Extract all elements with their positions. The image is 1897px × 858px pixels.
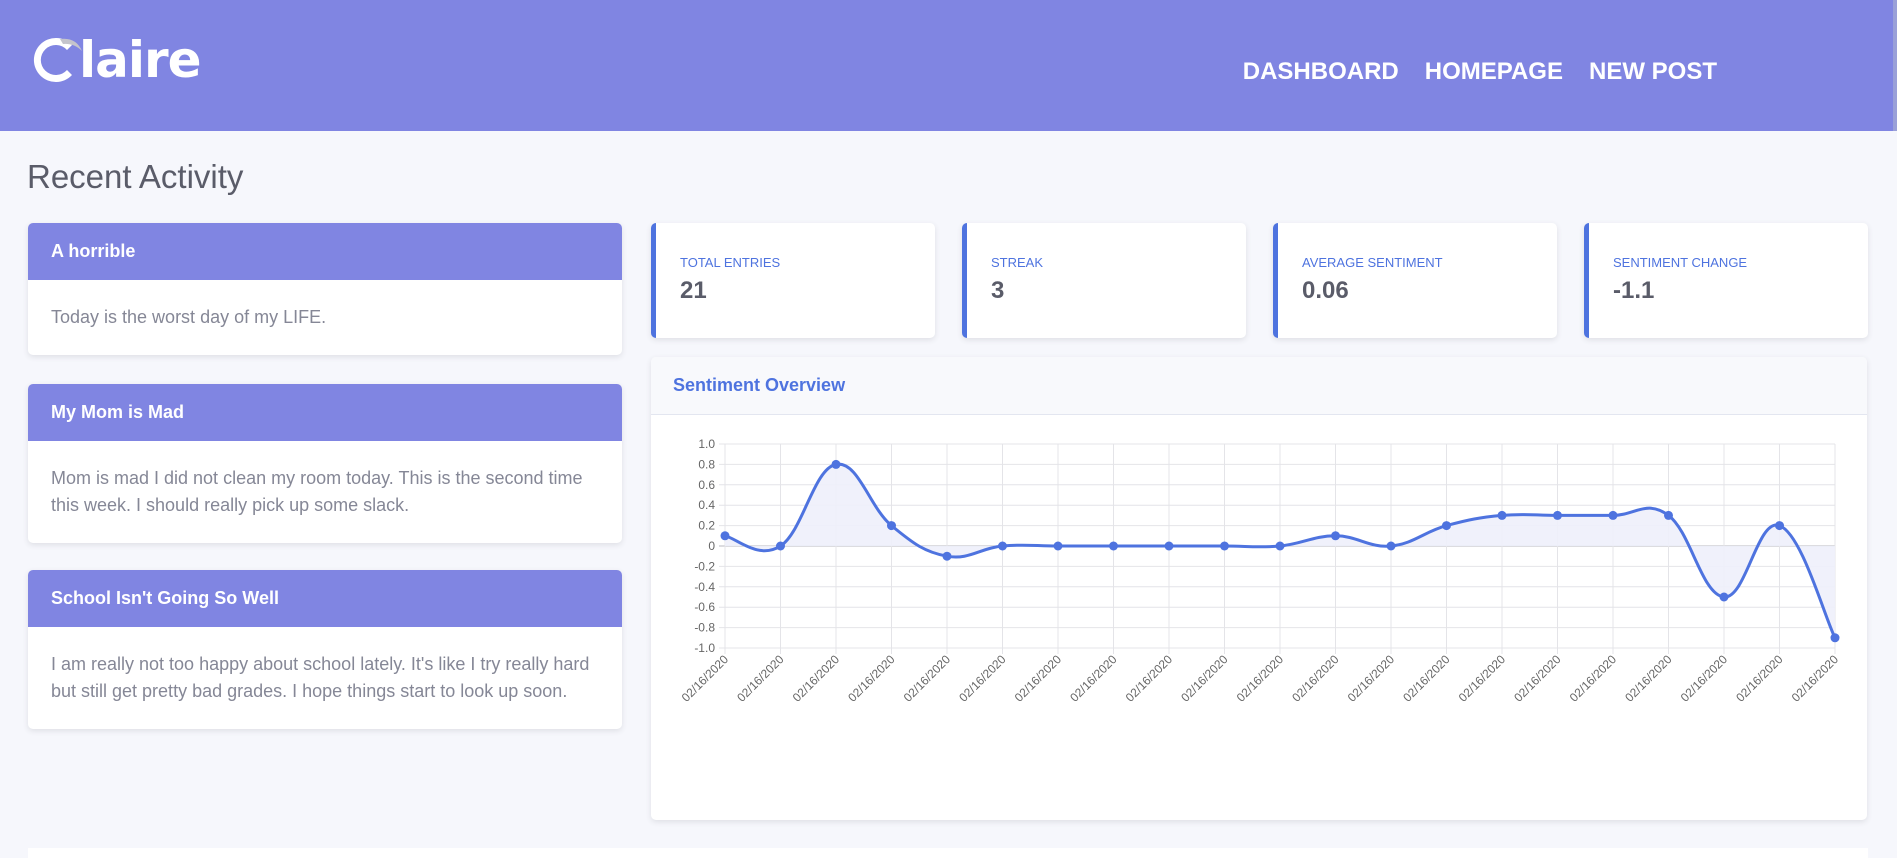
y-tick-label: 1.0 xyxy=(698,437,715,451)
brand-name: laire xyxy=(79,31,202,89)
x-tick-label: 02/16/2020 xyxy=(1733,652,1786,705)
x-tick-label: 02/16/2020 xyxy=(1178,652,1231,705)
x-tick-label: 02/16/2020 xyxy=(1622,652,1675,705)
data-point xyxy=(1664,510,1673,520)
y-tick-label: -0.8 xyxy=(694,621,715,635)
y-tick-label: -0.6 xyxy=(694,600,715,614)
y-tick-label: -0.2 xyxy=(694,559,715,573)
x-tick-label: 02/16/2020 xyxy=(1012,652,1065,705)
stat-label: TOTAL ENTRIES xyxy=(680,255,781,270)
data-point xyxy=(831,459,841,469)
navbar-edge xyxy=(1893,0,1897,131)
post-card[interactable]: School Isn't Going So Well I am really n… xyxy=(28,570,622,729)
data-point xyxy=(776,541,785,551)
x-tick-label: 02/16/2020 xyxy=(901,652,954,705)
stat-value: -1.1 xyxy=(1613,277,1655,304)
sentiment-chart-card: Sentiment Overview 1.0 0.8 0.6 0.4 0.2 0 -0.2-… xyxy=(651,357,1867,820)
post-card[interactable]: My Mom is Mad Mom is mad I did not clean… xyxy=(28,384,622,543)
y-tick-label: 0.8 xyxy=(698,457,715,471)
footer-card-edge xyxy=(28,848,1868,858)
x-tick-label: 02/16/2020 xyxy=(1678,652,1731,705)
data-point xyxy=(1830,633,1840,643)
data-point xyxy=(942,551,952,561)
page-title: Recent Activity xyxy=(27,158,244,195)
x-tick-label: 02/16/2020 xyxy=(679,652,732,705)
data-point xyxy=(998,541,1007,551)
x-tick-label: 02/16/2020 xyxy=(956,652,1009,705)
y-tick-label: 0.6 xyxy=(698,478,715,492)
y-tick-label: 0.4 xyxy=(698,498,715,512)
series-area xyxy=(725,464,1835,638)
x-tick-label: 02/16/2020 xyxy=(1067,652,1120,705)
x-tick-label: 02/16/2020 xyxy=(845,652,898,705)
data-point xyxy=(1164,541,1174,551)
data-point xyxy=(1497,510,1507,520)
stat-value: 0.06 xyxy=(1302,277,1349,304)
nav-menu: DASHBOARD HOMEPAGE NEW POST xyxy=(1243,58,1717,86)
stat-card-total-entries: TOTAL ENTRIES 21 xyxy=(651,223,935,338)
data-point xyxy=(1220,541,1229,551)
x-tick-label: 02/16/2020 xyxy=(1123,652,1176,705)
x-tick-label: 02/16/2020 xyxy=(1789,652,1842,705)
data-point xyxy=(1275,541,1285,551)
stat-label: SENTIMENT CHANGE xyxy=(1613,255,1748,270)
stat-card-streak: STREAK 3 xyxy=(962,223,1246,338)
stat-card-average-sentiment: AVERAGE SENTIMENT 0.06 xyxy=(1273,223,1557,338)
data-point xyxy=(1109,541,1118,551)
x-tick-label: 02/16/2020 xyxy=(1567,652,1620,705)
x-tick-label: 02/16/2020 xyxy=(1345,652,1398,705)
post-body: I am really not too happy about school l… xyxy=(51,654,590,701)
data-point xyxy=(1553,510,1562,520)
post-title[interactable]: School Isn't Going So Well xyxy=(28,570,622,627)
data-point xyxy=(720,531,730,541)
x-tick-label: 02/16/2020 xyxy=(1234,652,1287,705)
nav-homepage-link[interactable]: HOMEPAGE xyxy=(1424,58,1563,85)
post-card[interactable]: A horrible Today is the worst day of my … xyxy=(28,223,622,355)
y-tick-label: 0.2 xyxy=(698,519,715,533)
stat-card-sentiment-change: SENTIMENT CHANGE -1.1 xyxy=(1584,223,1868,338)
y-tick-label: 0 xyxy=(708,539,715,553)
post-body: Mom is mad I did not clean my room today… xyxy=(51,468,583,515)
x-tick-label: 02/16/2020 xyxy=(1511,652,1564,705)
top-navbar: laire DASHBOARD HOMEPAGE NEW POST xyxy=(0,0,1897,131)
sentiment-line-chart[interactable]: 1.00.80.60.40.20-0.2-0.4-0.6-0.8-1.002/1… xyxy=(651,357,1867,820)
x-tick-label: 02/16/2020 xyxy=(790,652,843,705)
data-point xyxy=(887,521,896,531)
nav-new-post-link[interactable]: NEW POST xyxy=(1588,58,1717,85)
post-title[interactable]: A horrible xyxy=(28,223,622,280)
crescent-c-icon xyxy=(33,38,82,82)
data-point xyxy=(1775,521,1784,531)
x-tick-label: 02/16/2020 xyxy=(1456,652,1509,705)
y-tick-label: -1.0 xyxy=(694,641,715,655)
data-point xyxy=(1331,531,1340,541)
x-tick-label: 02/16/2020 xyxy=(1289,652,1342,705)
chart-title: Sentiment Overview xyxy=(651,357,1867,415)
y-tick-label: -0.4 xyxy=(694,580,715,594)
post-body: Today is the worst day of my LIFE. xyxy=(51,307,327,327)
x-tick-label: 02/16/2020 xyxy=(734,652,787,705)
data-point xyxy=(1719,592,1729,602)
stat-value: 21 xyxy=(680,277,707,304)
x-tick-label: 02/16/2020 xyxy=(1400,652,1453,705)
nav-dashboard-link[interactable]: DASHBOARD xyxy=(1242,58,1399,85)
stat-label: STREAK xyxy=(991,255,1044,270)
data-point xyxy=(1386,541,1396,551)
post-title[interactable]: My Mom is Mad xyxy=(28,384,622,441)
brand-logo[interactable]: laire xyxy=(30,30,202,90)
stat-label: AVERAGE SENTIMENT xyxy=(1302,255,1443,270)
data-point xyxy=(1608,510,1618,520)
data-point xyxy=(1053,541,1063,551)
data-point xyxy=(1442,521,1451,531)
stat-value: 3 xyxy=(991,277,1005,304)
